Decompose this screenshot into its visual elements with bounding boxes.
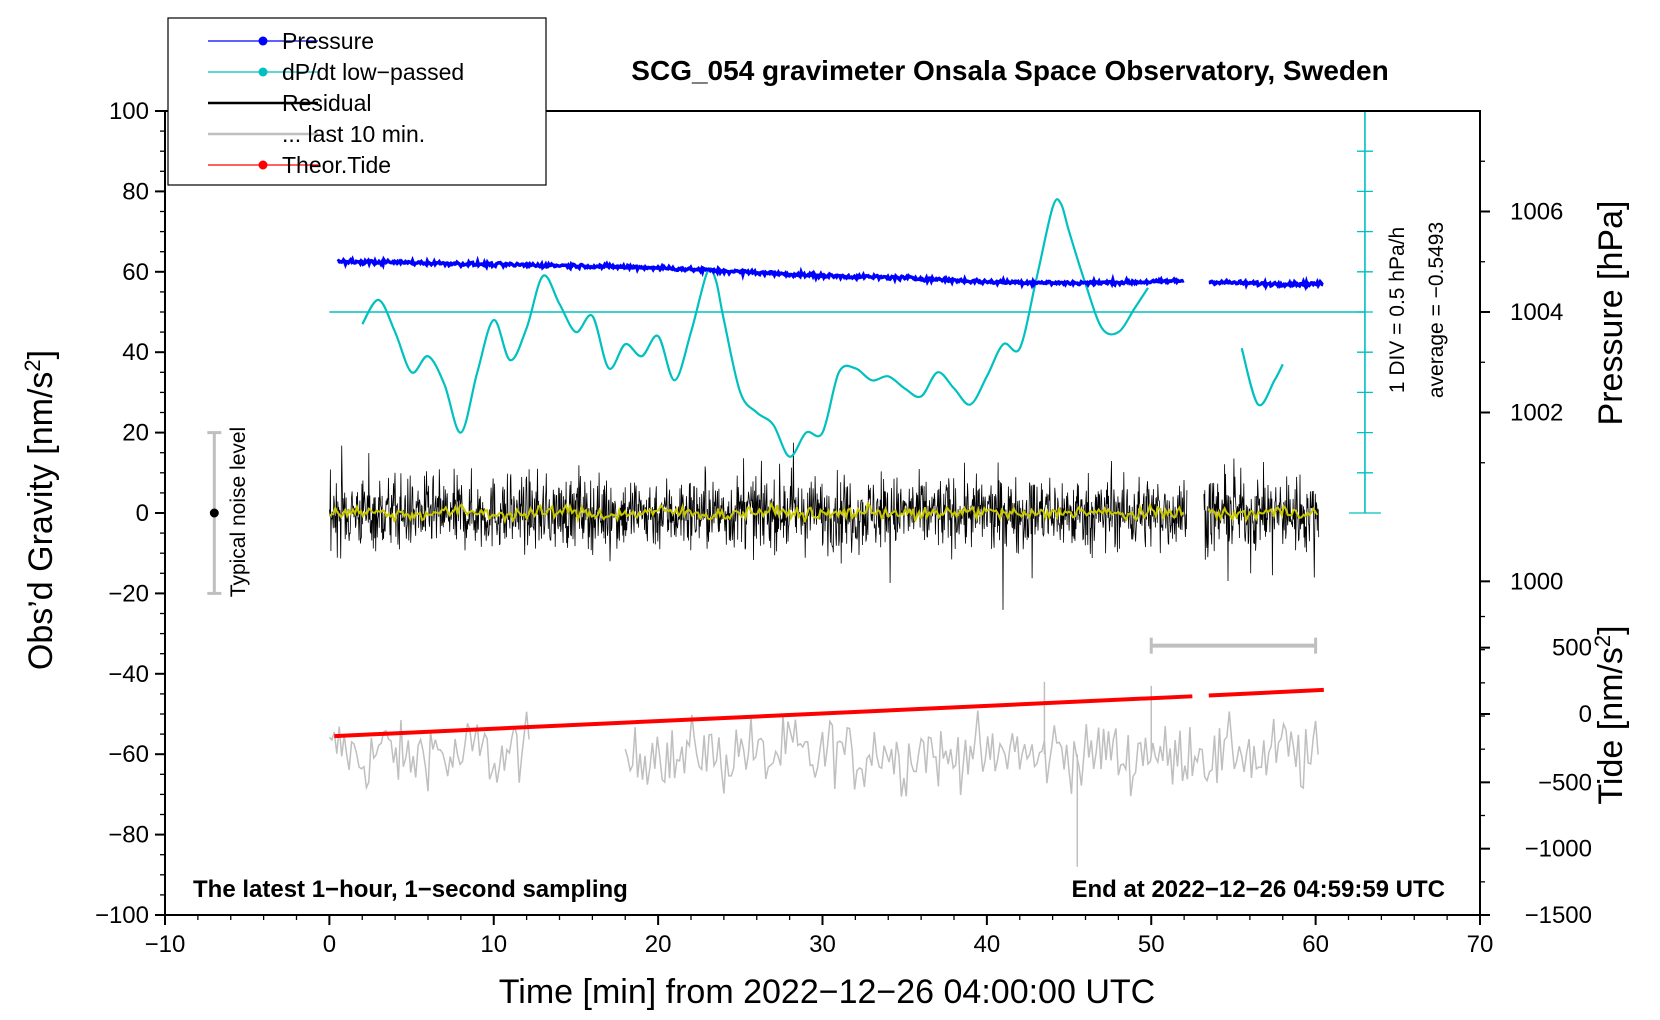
x-axis-label: Time [min] from 2022−12−26 04:00:00 UTC [499, 973, 1155, 1011]
y-tick-label: −40 [108, 661, 149, 688]
y-tick-label: −80 [108, 822, 149, 849]
y-tick-label: 100 [109, 98, 149, 125]
pressure-tick-label: 1000 [1510, 568, 1563, 595]
pressure-line-0 [336, 255, 1185, 290]
tide-tick-label: −1500 [1525, 902, 1592, 929]
scale-bar-label: 1 DIV = 0.5 hPa/h [1386, 227, 1409, 393]
legend-label: Residual [282, 90, 372, 116]
y-axis-label-tide-end: ] [1592, 625, 1630, 634]
noise-bar-label: Typical noise level [227, 427, 250, 597]
legend-label: ... last 10 min. [282, 121, 425, 147]
tide-tick-label: 500 [1552, 635, 1592, 662]
annotation-left: The latest 1−hour, 1−second sampling [193, 876, 628, 903]
last10-line-0 [328, 711, 530, 792]
y-tick-label: 60 [122, 259, 149, 286]
x-tick-label: 0 [323, 931, 336, 958]
y-axis-label-left-end: ] [22, 350, 60, 359]
tide-line-0 [334, 694, 1193, 739]
y-tick-label: 40 [122, 339, 149, 366]
legend-label: Theor.Tide [282, 152, 391, 178]
noise-bar-dot [209, 508, 219, 518]
last10-line-1 [624, 710, 1319, 797]
residual-line-1 [1203, 458, 1320, 582]
y-axis-label-left: Obs’d Gravity [nm/s2] [20, 350, 60, 670]
legend-box [167, 17, 547, 186]
chart-title: SCG_054 gravimeter Onsala Space Observat… [631, 55, 1388, 86]
tide-tick-label: −500 [1538, 769, 1592, 796]
y-axis-label-tide-sup: 2 [1590, 635, 1615, 647]
legend-label: Pressure [282, 28, 374, 54]
x-tick-label: 10 [480, 931, 507, 958]
pressure-tick-label: 1006 [1510, 199, 1563, 226]
legend-swatch-dot [258, 36, 268, 46]
x-tick-label: 20 [645, 931, 672, 958]
y-tick-label: 80 [122, 178, 149, 205]
legend-label: dP/dt low−passed [282, 59, 464, 85]
average-label: average = −0.5493 [1425, 222, 1448, 398]
y-tick-label: 0 [136, 500, 149, 527]
y-axis-label-tide-text: Tide [nm/s [1592, 647, 1630, 804]
y-axis-label-tide: Tide [nm/s2] [1590, 625, 1630, 804]
y-axis-label-pressure: Pressure [hPa] [1592, 201, 1630, 426]
legend-swatch-dot [258, 67, 268, 77]
residual-smoothed-line-1 [1207, 503, 1319, 524]
tide-line-1 [1208, 687, 1324, 698]
x-tick-label: 50 [1138, 931, 1165, 958]
x-tick-label: 70 [1467, 931, 1494, 958]
pressure-line-1 [1208, 275, 1324, 292]
residual-line-0 [329, 442, 1188, 610]
x-tick-label: 60 [1302, 931, 1329, 958]
x-tick-label: 30 [809, 931, 836, 958]
dpdt-line-0 [361, 198, 1149, 458]
pressure-tick-label: 1002 [1510, 400, 1563, 427]
y-tick-label: −60 [108, 741, 149, 768]
legend: Pressure dP/dt low−passed Residual ... last… [167, 17, 547, 186]
pressure-tick-label: 1004 [1510, 299, 1563, 326]
y-axis-label-left-text: Obs’d Gravity [nm/s [22, 372, 60, 671]
residual-smoothed-line-0 [328, 501, 1185, 525]
annotation-right: End at 2022−12−26 04:59:59 UTC [1071, 876, 1445, 903]
y-tick-label: 20 [122, 420, 149, 447]
series-layer [207, 110, 1381, 867]
tide-tick-label: −1000 [1525, 836, 1592, 863]
x-tick-label: 40 [974, 931, 1001, 958]
y-tick-label: −100 [95, 902, 149, 929]
y-axis-label-left-sup: 2 [20, 359, 45, 371]
x-tick-label: −10 [145, 931, 186, 958]
legend-swatch-dot [258, 160, 268, 170]
y-tick-label: −20 [108, 580, 149, 607]
axes-layer: −10 0 10 20 30 40 50 60 70100806040200−20−40−60−… [95, 98, 1592, 958]
tide-tick-label: 0 [1579, 701, 1592, 728]
dpdt-line-1 [1240, 347, 1284, 407]
